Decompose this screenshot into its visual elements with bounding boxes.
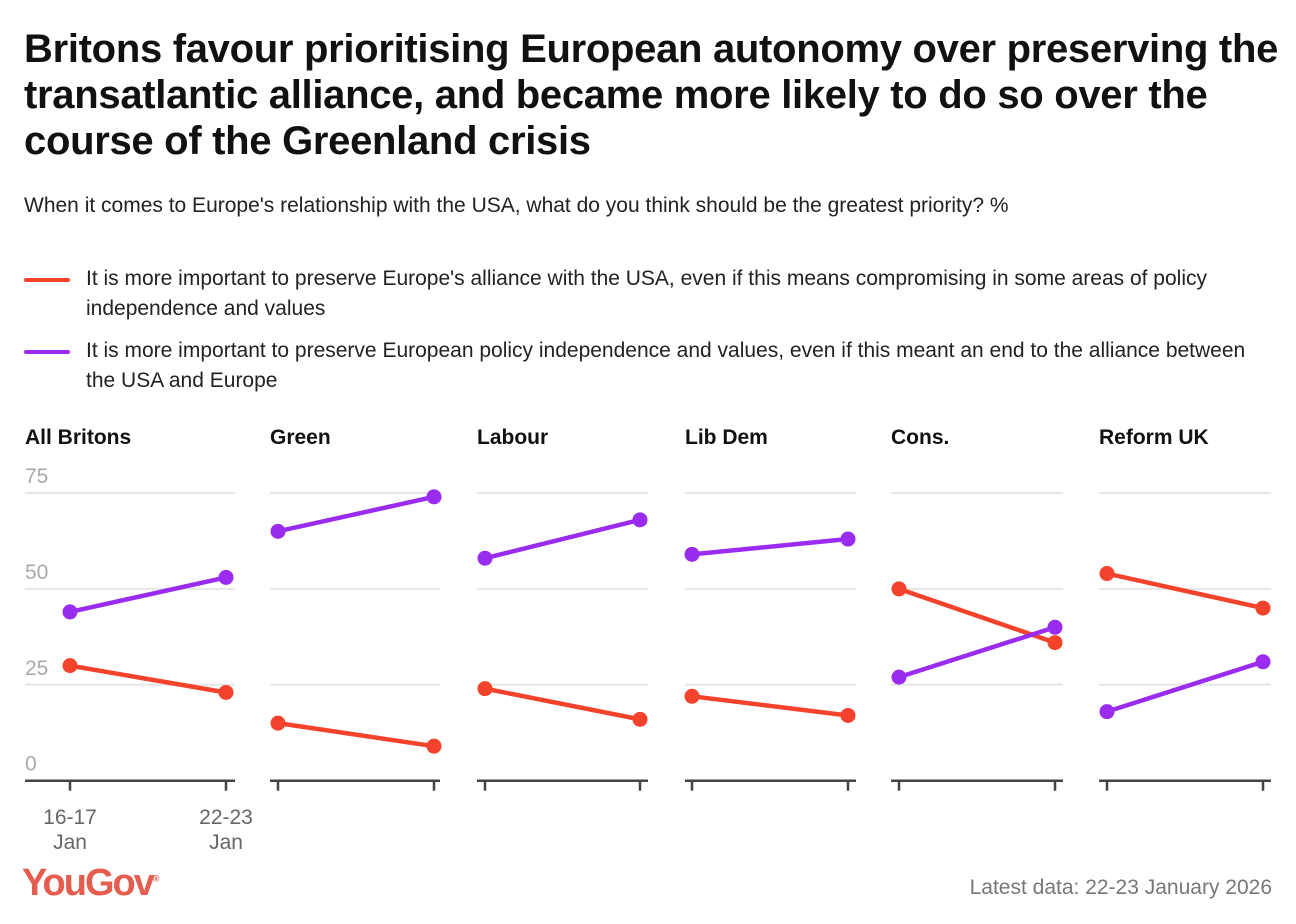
legend-label-alliance: It is more important to preserve Europe'…	[86, 267, 1207, 320]
data-point-independence	[218, 569, 234, 585]
series-line-alliance	[277, 720, 435, 749]
data-point-alliance	[1255, 600, 1271, 616]
x-tick-label: 16-17	[43, 806, 97, 829]
data-point-independence	[840, 531, 856, 547]
data-point-alliance	[684, 688, 700, 704]
data-point-alliance	[891, 581, 907, 597]
series-line-alliance	[69, 663, 227, 695]
data-point-alliance	[426, 738, 442, 754]
y-tick-label: 0	[25, 753, 37, 776]
panel-title: All Britons	[25, 426, 131, 449]
x-tick-label: Jan	[209, 831, 243, 854]
data-point-alliance	[632, 711, 648, 727]
series-line-alliance	[691, 694, 849, 718]
series-line-independence	[69, 575, 227, 615]
data-point-independence	[1255, 654, 1271, 670]
chart-subtitle: When it comes to Europe's relationship w…	[24, 194, 1009, 217]
data-point-alliance	[1099, 566, 1115, 582]
x-tick-label: 22-23	[199, 806, 253, 829]
logo-text: YouGov	[22, 862, 155, 904]
latest-data-note: Latest data: 22-23 January 2026	[969, 876, 1272, 899]
data-point-alliance	[477, 681, 493, 697]
series-line-alliance	[1106, 571, 1264, 611]
series-line-independence	[1106, 659, 1264, 714]
yougov-logo: YouGov®	[22, 862, 160, 904]
data-point-independence	[891, 669, 907, 685]
data-point-independence	[684, 546, 700, 562]
series-line-independence	[484, 517, 641, 561]
data-point-independence	[1099, 704, 1115, 720]
legend-swatch-alliance	[24, 278, 70, 282]
x-tick-label: Jan	[53, 831, 87, 854]
data-point-alliance	[840, 707, 856, 723]
series-line-independence	[691, 536, 849, 557]
series-line-independence	[277, 494, 435, 534]
legend-label-independence: It is more important to preserve Europea…	[86, 339, 1246, 392]
panel-title: Reform UK	[1099, 426, 1209, 449]
panel-title: Labour	[477, 426, 548, 449]
data-point-independence	[632, 512, 648, 528]
data-point-alliance	[1047, 635, 1063, 651]
series-line-alliance	[484, 686, 641, 722]
y-tick-label: 50	[25, 561, 48, 584]
data-point-independence	[477, 550, 493, 566]
legend-swatch-independence	[24, 350, 70, 354]
data-point-independence	[426, 489, 442, 505]
series-line-independence	[898, 625, 1056, 680]
chart-title: Britons favour prioritising European aut…	[24, 27, 1279, 163]
data-point-alliance	[218, 684, 234, 700]
panel-title: Cons.	[891, 426, 949, 449]
y-tick-label: 25	[25, 657, 48, 680]
panel-title: Lib Dem	[685, 426, 768, 449]
y-tick-label: 75	[25, 465, 48, 488]
data-point-independence	[1047, 619, 1063, 635]
data-point-independence	[62, 604, 78, 620]
data-point-alliance	[270, 715, 286, 731]
data-point-independence	[270, 523, 286, 539]
panel-title: Green	[270, 426, 331, 449]
data-point-alliance	[62, 658, 78, 674]
